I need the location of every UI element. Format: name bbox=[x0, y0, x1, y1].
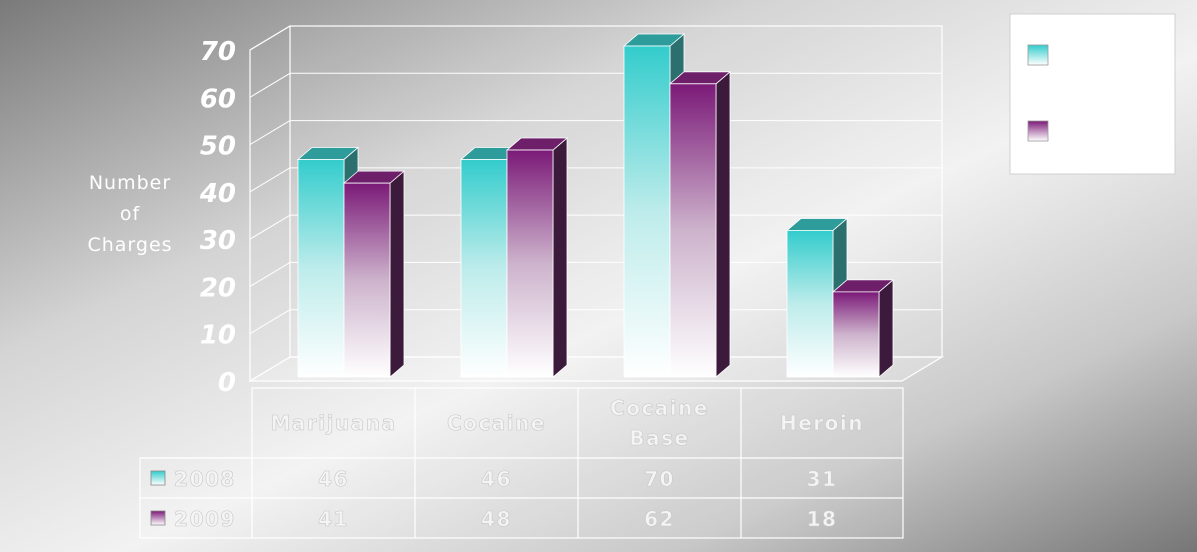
table-legend-swatch bbox=[150, 470, 166, 486]
table-legend-swatch bbox=[150, 510, 166, 526]
y-axis-label: Number bbox=[89, 172, 171, 194]
category-label: Cocaine bbox=[447, 411, 546, 435]
data-value: 46 bbox=[481, 467, 512, 491]
gridline-side bbox=[249, 261, 291, 287]
gridline-side bbox=[249, 167, 291, 193]
data-value: 41 bbox=[318, 507, 349, 531]
bar-side bbox=[715, 70, 731, 378]
y-tick-label: 70 bbox=[200, 37, 236, 67]
data-value: 48 bbox=[481, 507, 512, 531]
data-value: 62 bbox=[644, 507, 675, 531]
legend-swatch-2008 bbox=[1027, 44, 1049, 66]
bar-2008-cocaine-base bbox=[623, 45, 671, 378]
category-label: Marijuana bbox=[271, 411, 397, 435]
y-tick-label: 60 bbox=[200, 84, 236, 114]
data-value: 46 bbox=[318, 467, 349, 491]
data-value: 18 bbox=[807, 507, 838, 531]
gridline-side bbox=[249, 25, 291, 51]
category-label: Heroin bbox=[780, 411, 864, 435]
bar-2009-cocaine-base bbox=[669, 83, 717, 378]
series-row-label: 2008 bbox=[174, 467, 236, 491]
legend-box bbox=[1009, 13, 1176, 175]
bar-2008-marijuana bbox=[297, 159, 345, 378]
y-tick-label: 30 bbox=[200, 226, 236, 256]
data-value: 31 bbox=[807, 467, 838, 491]
y-tick-label: 10 bbox=[200, 321, 236, 351]
gridline-side bbox=[249, 214, 291, 240]
y-tick-label: 40 bbox=[199, 179, 236, 209]
gridline-side bbox=[249, 120, 291, 146]
bar-2008-heroin bbox=[786, 230, 834, 378]
y-tick-label: 50 bbox=[200, 132, 236, 162]
bar-side bbox=[552, 137, 568, 378]
gridline-side bbox=[249, 72, 291, 98]
legend-swatch-2009 bbox=[1027, 120, 1049, 142]
category-label: Base bbox=[629, 426, 689, 450]
gridline-side bbox=[249, 309, 291, 335]
series-row-label: 2009 bbox=[174, 507, 236, 531]
y-axis-label: of bbox=[120, 203, 141, 225]
bar-side bbox=[389, 170, 405, 378]
data-value: 70 bbox=[644, 467, 675, 491]
bar-side bbox=[878, 279, 894, 378]
bar-2009-cocaine bbox=[506, 149, 554, 378]
y-tick-label: 0 bbox=[218, 368, 236, 398]
y-tick-label: 20 bbox=[200, 273, 236, 303]
bar-2009-marijuana bbox=[343, 182, 391, 378]
gridline-side bbox=[249, 356, 291, 382]
bar-2008-cocaine bbox=[460, 159, 508, 378]
y-axis-label: Charges bbox=[87, 234, 172, 256]
category-label: Cocaine bbox=[610, 396, 709, 420]
bar-2009-heroin bbox=[832, 291, 880, 378]
